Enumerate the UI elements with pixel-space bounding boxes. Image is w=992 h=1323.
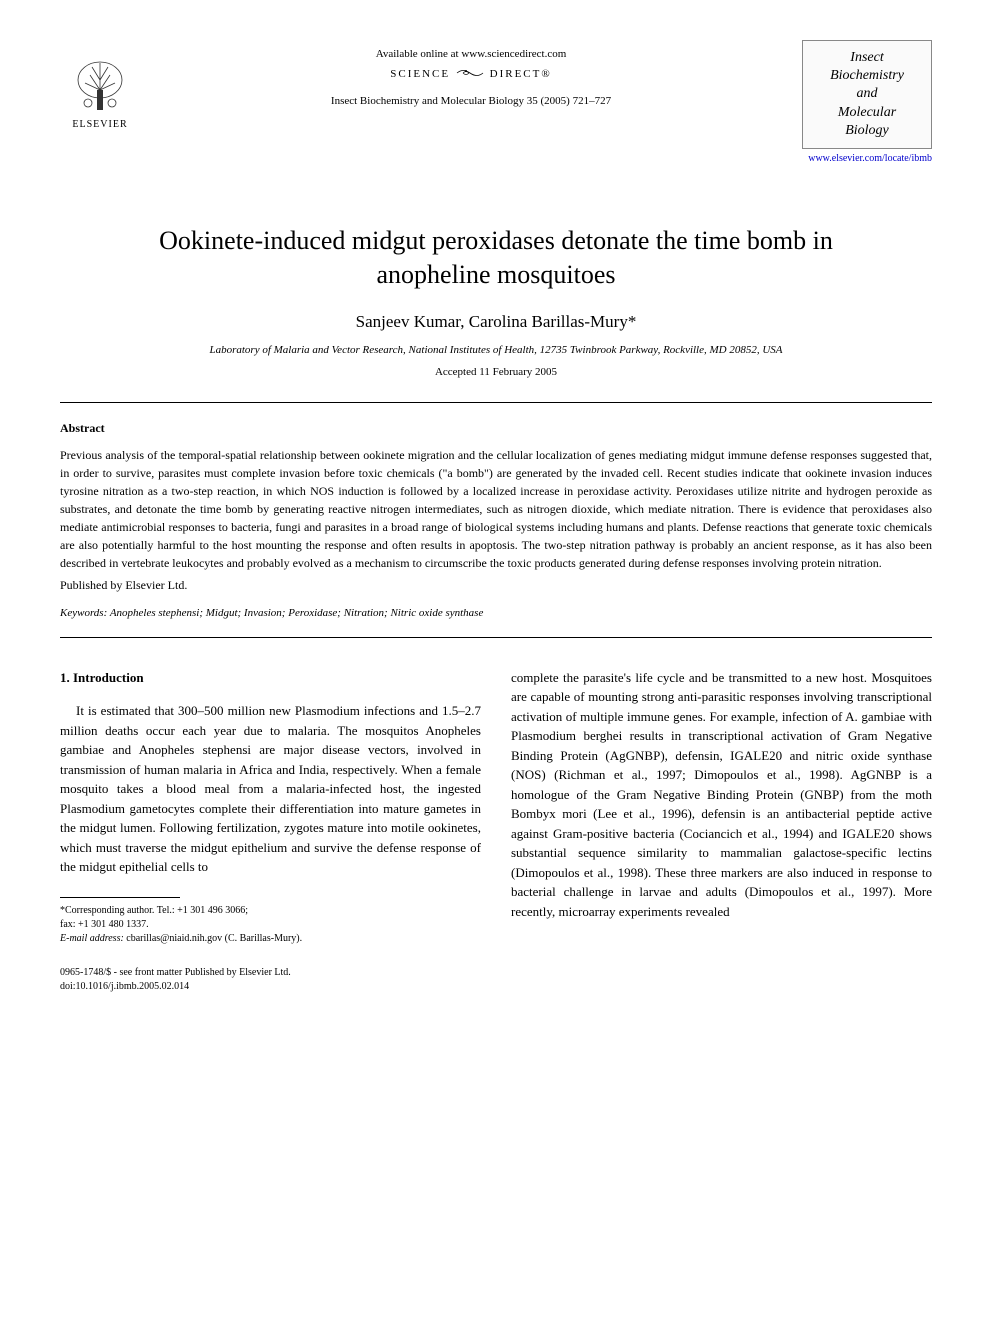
journal-box-line: and [809,85,925,103]
journal-reference: Insect Biochemistry and Molecular Biolog… [140,95,802,107]
email-address: cbarillas@niaid.nih.gov (C. Barillas-Mur… [124,933,302,944]
footnote-email-line: E-mail address: cbarillas@niaid.nih.gov … [60,932,481,946]
body-paragraph: complete the parasite's life cycle and b… [511,668,932,922]
footnote-tel: *Corresponding author. Tel.: +1 301 496 … [60,904,481,918]
publisher-logo: ELSEVIER [60,40,140,130]
divider [60,402,932,403]
issn-line: 0965-1748/$ - see front matter Published… [60,966,932,980]
journal-box-line: Biochemistry [809,67,925,85]
keywords-label: Keywords: [60,607,107,619]
email-label: E-mail address: [60,933,124,944]
keywords-line: Keywords: Anopheles stephensi; Midgut; I… [60,607,932,619]
page-header: ELSEVIER Available online at www.science… [60,40,932,194]
journal-box-line: Biology [809,122,925,140]
available-online-text: Available online at www.sciencedirect.co… [140,48,802,60]
corresponding-author-footnote: *Corresponding author. Tel.: +1 301 496 … [60,904,481,946]
publisher-name: ELSEVIER [72,119,127,130]
footnote-fax: fax: +1 301 480 1337. [60,918,481,932]
body-paragraph: It is estimated that 300–500 million new… [60,701,481,877]
abstract-body: Previous analysis of the temporal-spatia… [60,446,932,572]
article-affiliation: Laboratory of Malaria and Vector Researc… [60,344,932,356]
footnote-divider [60,897,180,898]
article-title: Ookinete-induced midgut peroxidases deto… [100,224,892,292]
sd-text-1: SCIENCE [390,68,450,80]
journal-title-box: Insect Biochemistry and Molecular Biolog… [802,40,932,149]
center-header: Available online at www.sciencedirect.co… [140,40,802,107]
sd-text-2: DIRECT® [490,68,552,80]
left-column: 1. Introduction It is estimated that 300… [60,668,481,946]
journal-box-line: Molecular [809,104,925,122]
right-column: complete the parasite's life cycle and b… [511,668,932,946]
journal-box-container: Insect Biochemistry and Molecular Biolog… [802,40,932,194]
doi-line: doi:10.1016/j.ibmb.2005.02.014 [60,980,932,994]
science-direct-logo: SCIENCE DIRECT® [140,66,802,83]
journal-url[interactable]: www.elsevier.com/locate/ibmb [802,153,932,164]
journal-box-line: Insect [809,49,925,67]
front-matter-info: 0965-1748/$ - see front matter Published… [60,966,932,994]
abstract-heading: Abstract [60,421,932,436]
sd-swirl-icon [455,66,485,83]
accepted-date: Accepted 11 February 2005 [60,366,932,378]
body-columns: 1. Introduction It is estimated that 300… [60,668,932,946]
section-heading: 1. Introduction [60,668,481,688]
keywords-text: Anopheles stephensi; Midgut; Invasion; P… [107,607,483,619]
elsevier-tree-icon [70,55,130,115]
published-by: Published by Elsevier Ltd. [60,578,932,593]
article-authors: Sanjeev Kumar, Carolina Barillas-Mury* [60,312,932,332]
divider [60,637,932,638]
